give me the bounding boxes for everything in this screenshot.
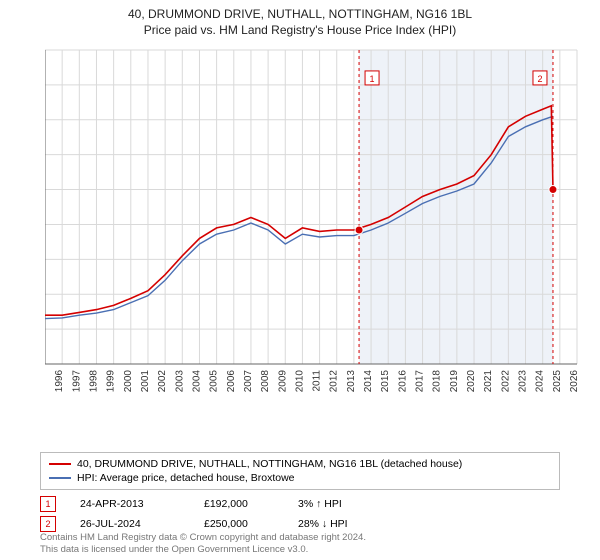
event-flag: 1 bbox=[370, 74, 375, 84]
event-date: 24-APR-2013 bbox=[80, 498, 180, 510]
x-tick-label: 2026 bbox=[569, 370, 580, 393]
legend-row: 40, DRUMMOND DRIVE, NUTHALL, NOTTINGHAM,… bbox=[49, 457, 551, 471]
footer-line-2: This data is licensed under the Open Gov… bbox=[40, 544, 366, 556]
x-tick-label: 2011 bbox=[312, 370, 323, 392]
event-delta: 3% ↑ HPI bbox=[298, 498, 342, 510]
chart: £0£50K£100K£150K£200K£250K£300K£350K£400… bbox=[45, 44, 585, 414]
event-marker: 1 bbox=[40, 496, 56, 512]
x-tick-label: 2017 bbox=[415, 370, 426, 393]
footer-line-1: Contains HM Land Registry data © Crown c… bbox=[40, 532, 366, 544]
x-tick-label: 1999 bbox=[106, 370, 117, 393]
event-dot bbox=[549, 186, 557, 194]
legend-label: 40, DRUMMOND DRIVE, NUTHALL, NOTTINGHAM,… bbox=[77, 458, 462, 470]
x-tick-label: 2018 bbox=[432, 370, 443, 393]
title-block: 40, DRUMMOND DRIVE, NUTHALL, NOTTINGHAM,… bbox=[0, 0, 600, 38]
footer: Contains HM Land Registry data © Crown c… bbox=[40, 532, 366, 556]
x-tick-label: 2025 bbox=[552, 370, 563, 393]
x-tick-label: 1997 bbox=[71, 370, 82, 393]
x-tick-label: 2021 bbox=[483, 370, 494, 393]
x-tick-label: 2000 bbox=[123, 370, 134, 393]
page: 40, DRUMMOND DRIVE, NUTHALL, NOTTINGHAM,… bbox=[0, 0, 600, 560]
title-line-2: Price paid vs. HM Land Registry's House … bbox=[0, 22, 600, 38]
x-tick-label: 1996 bbox=[54, 370, 65, 393]
x-tick-label: 2016 bbox=[397, 370, 408, 393]
x-tick-label: 1998 bbox=[88, 370, 99, 393]
event-flag: 2 bbox=[537, 74, 542, 84]
x-tick-label: 2001 bbox=[140, 370, 151, 393]
x-tick-label: 2002 bbox=[157, 370, 168, 393]
legend-swatch bbox=[49, 463, 71, 465]
event-marker: 2 bbox=[40, 516, 56, 532]
x-tick-label: 2003 bbox=[174, 370, 185, 393]
x-tick-label: 2024 bbox=[535, 370, 546, 393]
x-tick-label: 2012 bbox=[329, 370, 340, 393]
legend: 40, DRUMMOND DRIVE, NUTHALL, NOTTINGHAM,… bbox=[40, 452, 560, 490]
event-delta: 28% ↓ HPI bbox=[298, 518, 348, 530]
x-tick-label: 1995 bbox=[45, 370, 48, 393]
x-tick-label: 2010 bbox=[294, 370, 305, 393]
x-tick-label: 2019 bbox=[449, 370, 460, 393]
event-price: £192,000 bbox=[204, 498, 274, 510]
legend-label: HPI: Average price, detached house, Brox… bbox=[77, 472, 295, 484]
x-tick-label: 2022 bbox=[500, 370, 511, 393]
events-table: 1 24-APR-2013 £192,000 3% ↑ HPI 2 26-JUL-2024… bbox=[40, 494, 560, 534]
x-tick-label: 2005 bbox=[209, 370, 220, 393]
event-row: 2 26-JUL-2024 £250,000 28% ↓ HPI bbox=[40, 514, 560, 534]
x-tick-label: 2015 bbox=[380, 370, 391, 393]
event-price: £250,000 bbox=[204, 518, 274, 530]
x-tick-label: 2023 bbox=[518, 370, 529, 393]
x-tick-label: 2009 bbox=[277, 370, 288, 393]
event-date: 26-JUL-2024 bbox=[80, 518, 180, 530]
event-row: 1 24-APR-2013 £192,000 3% ↑ HPI bbox=[40, 494, 560, 514]
title-line-1: 40, DRUMMOND DRIVE, NUTHALL, NOTTINGHAM,… bbox=[0, 6, 600, 22]
x-tick-label: 2013 bbox=[346, 370, 357, 393]
x-tick-label: 2004 bbox=[191, 370, 202, 393]
x-tick-label: 2007 bbox=[243, 370, 254, 393]
x-tick-label: 2008 bbox=[260, 370, 271, 393]
x-tick-label: 2006 bbox=[226, 370, 237, 393]
x-tick-label: 2020 bbox=[466, 370, 477, 393]
x-tick-label: 2014 bbox=[363, 370, 374, 393]
legend-row: HPI: Average price, detached house, Brox… bbox=[49, 471, 551, 485]
legend-swatch bbox=[49, 477, 71, 479]
event-dot bbox=[355, 226, 363, 234]
